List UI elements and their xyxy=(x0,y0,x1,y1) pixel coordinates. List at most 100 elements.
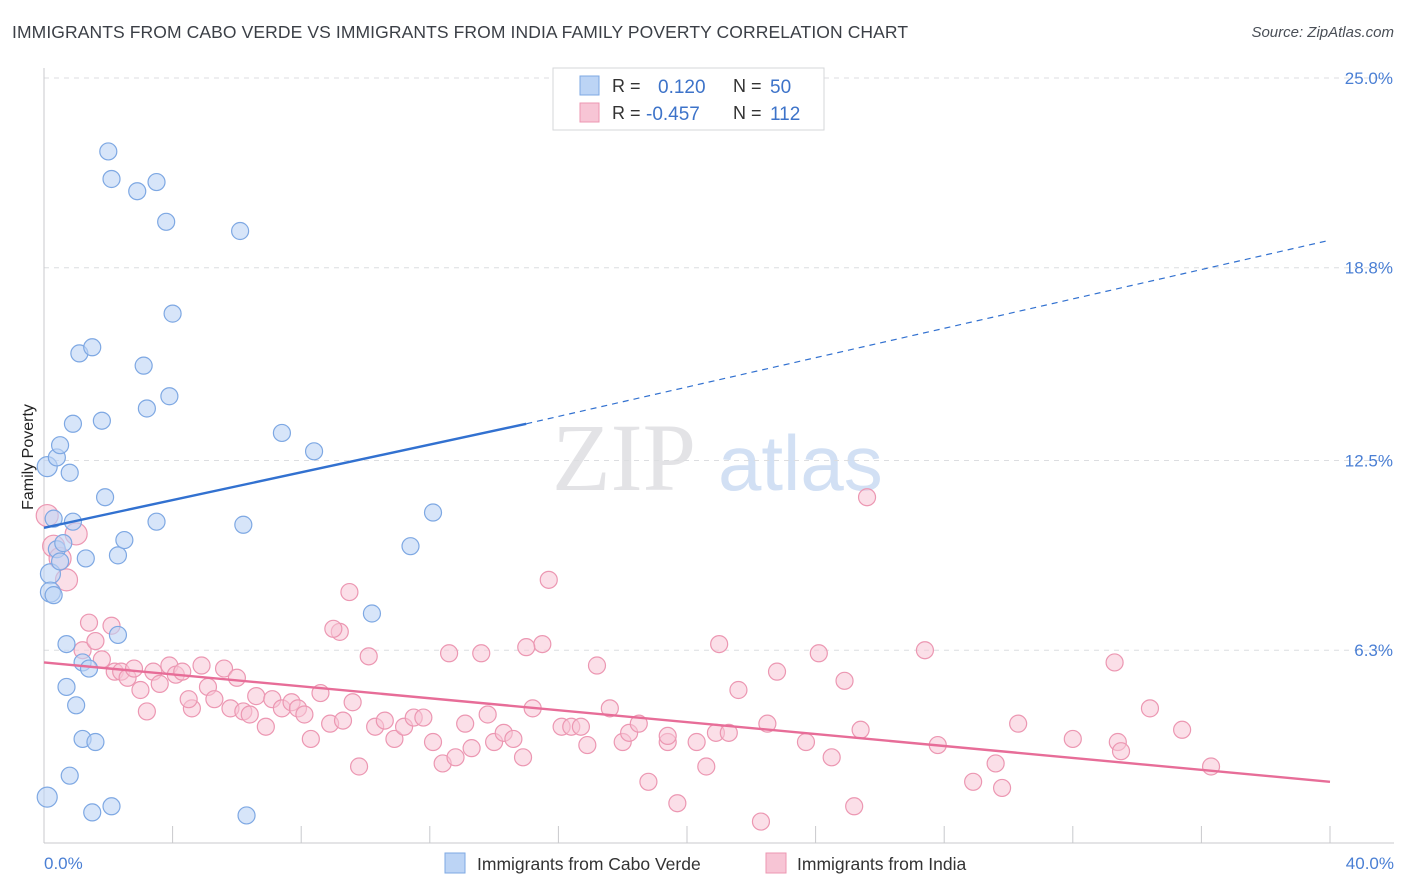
india-point xyxy=(1105,653,1124,672)
cabo-verde-point xyxy=(79,659,99,678)
legend-n-value-1: 50 xyxy=(770,77,791,98)
cabo-verde-point xyxy=(231,221,250,241)
cabo-verde-point xyxy=(147,172,166,192)
cabo-verde-point xyxy=(304,442,324,461)
cabo-verde-point xyxy=(234,515,253,534)
india-point xyxy=(301,729,320,749)
india-point xyxy=(340,582,359,602)
india-point xyxy=(472,644,491,663)
axes xyxy=(43,68,1394,844)
india-point xyxy=(205,690,224,709)
india-point xyxy=(796,732,816,752)
india-point xyxy=(697,757,716,776)
india-point xyxy=(446,748,465,767)
cabo-verde-point xyxy=(63,414,83,433)
india-point xyxy=(822,748,841,767)
india-point xyxy=(600,699,619,718)
india-point xyxy=(385,729,404,749)
india-point xyxy=(214,659,234,678)
cabo-verde-point xyxy=(137,399,156,418)
cabo-verde-point xyxy=(134,356,153,375)
india-point xyxy=(324,619,343,638)
bottom-legend-label-india: Immigrants from India xyxy=(797,854,966,874)
india-point xyxy=(513,748,533,767)
cabo-verde-point xyxy=(423,503,443,522)
x-tick-min: 0.0% xyxy=(44,854,83,873)
cabo-verde-point xyxy=(92,411,111,430)
cabo-verde-point xyxy=(50,552,70,571)
cabo-verde-point xyxy=(36,786,58,808)
bottom-legend-label-cabo-verde: Immigrants from Cabo Verde xyxy=(477,854,701,874)
india-point xyxy=(992,778,1012,798)
india-point xyxy=(517,638,536,657)
cabo-verde-point xyxy=(76,549,95,568)
india-point xyxy=(227,668,246,687)
india-point xyxy=(587,656,607,675)
india-point xyxy=(539,570,558,589)
india-point xyxy=(639,772,658,791)
india-point xyxy=(137,702,156,721)
cabo-verde-point xyxy=(102,797,121,816)
india-point xyxy=(192,656,211,675)
gridlines xyxy=(44,77,1394,651)
india-point xyxy=(986,754,1005,773)
cabo-verde-point xyxy=(237,806,256,825)
cabo-verde-point xyxy=(54,534,73,553)
india-point xyxy=(414,708,433,727)
india-point xyxy=(1111,742,1131,761)
cabo-verde-point xyxy=(108,546,128,565)
chart-title: IMMIGRANTS FROM CABO VERDE VS IMMIGRANTS… xyxy=(12,22,909,42)
india-point xyxy=(79,613,99,632)
stats-legend: R = 0.120 N = 50 R = -0.457 N = 112 xyxy=(552,67,825,131)
india-points xyxy=(35,488,1221,831)
cabo-verde-point xyxy=(44,586,63,605)
india-point xyxy=(710,634,729,654)
india-point xyxy=(131,680,150,700)
india-point xyxy=(571,717,591,736)
cabo-verde-point xyxy=(57,634,76,654)
india-point xyxy=(758,714,777,733)
india-point xyxy=(343,693,362,712)
cabo-verde-point xyxy=(44,509,63,528)
india-point xyxy=(751,812,771,831)
cabo-verde-point xyxy=(95,488,115,507)
india-point xyxy=(247,687,266,706)
india-point xyxy=(423,732,443,752)
india-point xyxy=(124,659,144,678)
india-point xyxy=(851,720,870,739)
cabo-verde-point xyxy=(272,423,292,443)
india-point xyxy=(1063,729,1082,749)
india-point xyxy=(729,680,748,700)
india-point xyxy=(375,711,394,730)
india-point xyxy=(173,662,192,681)
cabo-verde-point xyxy=(115,530,134,550)
legend-n-label-2: N = xyxy=(733,103,762,123)
legend-n-label-1: N = xyxy=(733,76,762,96)
india-point xyxy=(1009,714,1028,733)
cabo-verde-point xyxy=(57,677,76,697)
india-point xyxy=(767,662,787,681)
cabo-verde-point xyxy=(147,512,166,531)
legend-r-value-2: -0.457 xyxy=(646,104,700,125)
cabo-verde-point xyxy=(163,304,182,323)
india-point xyxy=(86,631,105,651)
india-point xyxy=(857,488,877,507)
cabo-verde-point xyxy=(99,142,118,161)
legend-r-label-2: R = xyxy=(612,103,641,123)
x-tick-max: 40.0% xyxy=(1346,854,1394,873)
cabo-verde-point xyxy=(401,537,420,556)
cabo-verde-point xyxy=(60,463,79,482)
india-point xyxy=(256,717,275,736)
india-point xyxy=(719,723,738,742)
india-point xyxy=(359,647,378,666)
watermark-atlas: atlas xyxy=(718,419,883,507)
source-credit: Source: ZipAtlas.com xyxy=(1251,24,1394,41)
india-point xyxy=(687,732,706,752)
india-point xyxy=(462,739,481,758)
india-point xyxy=(629,714,648,733)
bottom-legend-swatch-india xyxy=(765,852,787,874)
cabo-verde-points xyxy=(36,142,443,825)
india-point xyxy=(456,714,475,733)
india-point xyxy=(658,726,677,746)
watermark-zip: ZIP xyxy=(552,404,696,511)
